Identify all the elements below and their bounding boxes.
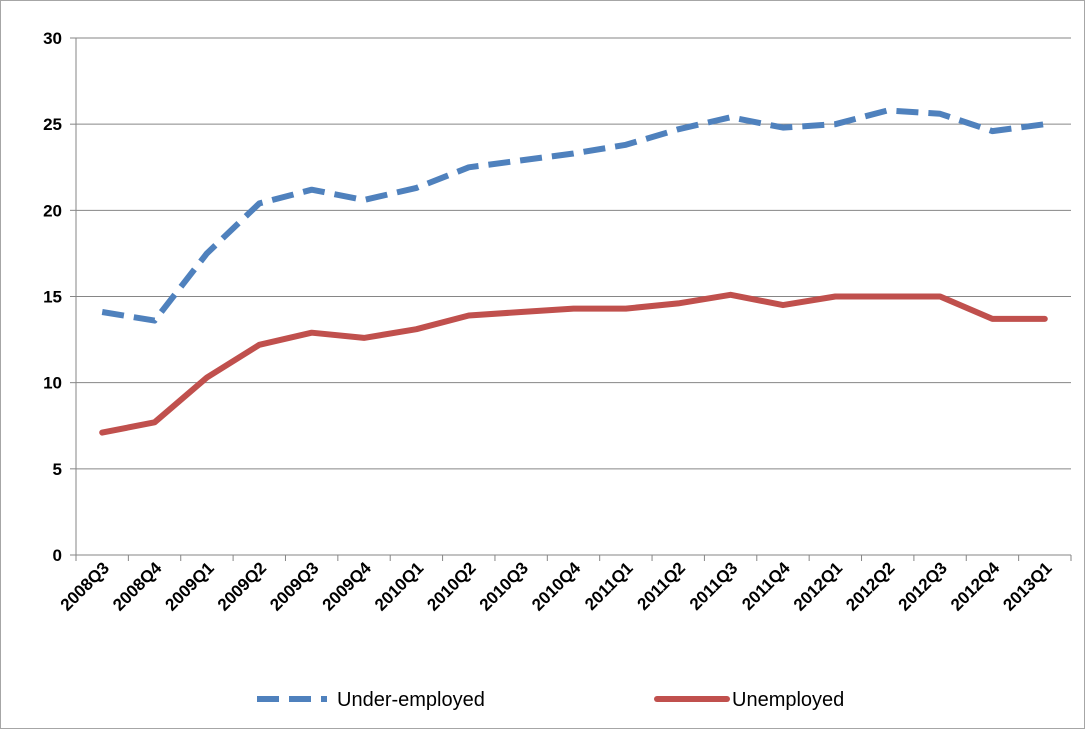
x-tick-labels: 2008Q32008Q42009Q12009Q22009Q32009Q42010…	[57, 558, 1056, 615]
series-lines	[99, 107, 1048, 436]
x-tick-label: 2010Q1	[371, 558, 427, 614]
x-tick-label: 2009Q2	[214, 558, 270, 614]
series-line-unemployed	[99, 291, 1048, 436]
x-tick-label: 2009Q4	[319, 558, 376, 615]
x-tick-label: 2011Q3	[686, 558, 742, 614]
x-tick-label: 2012Q1	[790, 558, 846, 614]
y-tick-label: 5	[53, 460, 62, 479]
y-tick-label: 10	[43, 374, 62, 393]
y-tick-label: 15	[43, 288, 62, 307]
x-tick-label: 2008Q3	[57, 558, 113, 614]
x-tick-label: 2012Q4	[947, 558, 1004, 615]
y-tick-labels: 0 5 10 15 20 25 30	[43, 29, 62, 565]
x-tick-label: 2011Q1	[581, 558, 637, 614]
x-tick-label: 2011Q2	[634, 558, 690, 614]
x-tick-label: 2009Q1	[162, 558, 218, 614]
gridlines	[76, 37, 1071, 470]
x-tick-label: 2012Q3	[895, 558, 951, 614]
x-tick-label: 2013Q1	[999, 558, 1055, 614]
y-tick-label: 0	[53, 546, 62, 565]
series-line-under-employed	[101, 107, 1046, 324]
x-tick-label: 2009Q3	[266, 558, 322, 614]
y-tick-label: 30	[43, 29, 62, 48]
legend: Under-employed Unemployed	[257, 689, 844, 711]
y-tick-label: 20	[43, 201, 62, 220]
x-tick-label: 2010Q2	[423, 558, 479, 614]
y-tick-label: 25	[43, 115, 62, 134]
x-tick-label: 2010Q4	[528, 558, 585, 615]
x-tick-label: 2010Q3	[476, 558, 532, 614]
x-tick-label: 2012Q2	[842, 558, 898, 614]
x-tick-label: 2008Q4	[109, 558, 166, 615]
x-tick-label: 2011Q4	[738, 558, 794, 614]
legend-label-under-employed: Under-employed	[337, 689, 485, 711]
axes	[70, 37, 1072, 561]
legend-label-unemployed: Unemployed	[732, 689, 844, 711]
